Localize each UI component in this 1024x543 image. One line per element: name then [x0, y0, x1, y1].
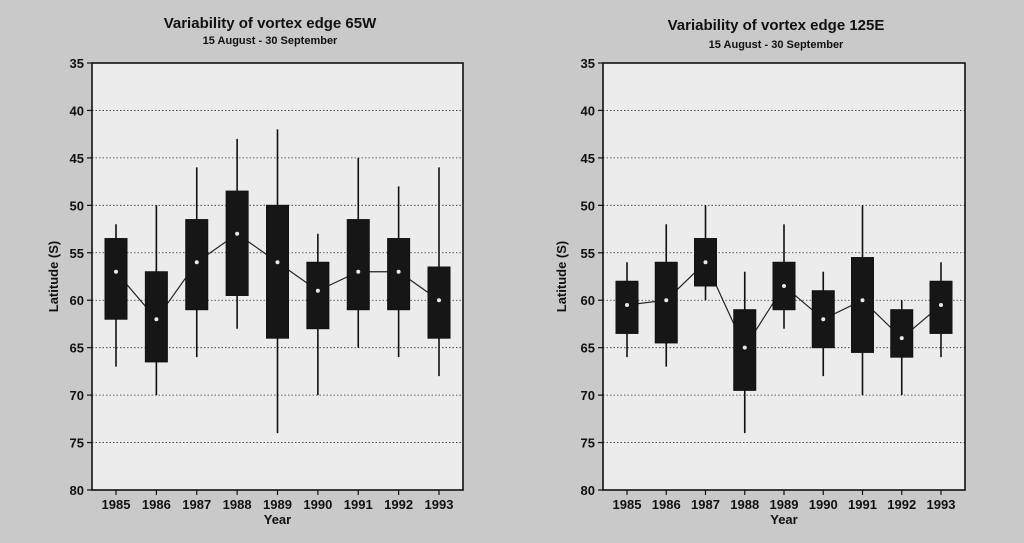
x-tick-label: 1990	[809, 497, 838, 512]
x-tick-label: 1992	[887, 497, 916, 512]
y-tick-label: 60	[70, 293, 84, 308]
y-axis-label: Latitude (S)	[46, 241, 61, 313]
x-tick-label: 1986	[142, 497, 171, 512]
y-tick-label: 55	[581, 246, 595, 261]
box-median-dot	[860, 298, 865, 303]
y-tick-label: 65	[581, 341, 595, 356]
x-axis-label: Year	[264, 512, 291, 527]
box-median-dot	[899, 336, 904, 341]
box-median-dot	[625, 302, 629, 307]
box-median-dot	[664, 298, 669, 303]
y-tick-label: 65	[70, 341, 84, 356]
x-tick-label: 1993	[927, 497, 956, 512]
y-tick-label: 70	[70, 388, 84, 403]
x-tick-label: 1985	[102, 497, 131, 512]
x-tick-label: 1992	[384, 497, 413, 512]
box-median-dot	[356, 269, 361, 274]
box-median-dot	[703, 260, 708, 265]
y-tick-label: 45	[70, 151, 84, 166]
box-median-dot	[742, 345, 747, 350]
x-tick-label: 1986	[652, 497, 681, 512]
y-tick-label: 80	[581, 483, 595, 498]
y-tick-label: 35	[581, 56, 595, 71]
y-tick-label: 80	[70, 483, 84, 498]
box-iqr	[427, 266, 451, 339]
box-median-dot	[396, 269, 401, 274]
x-tick-label: 1991	[344, 497, 373, 512]
box-iqr	[929, 280, 953, 334]
box-median-dot	[437, 298, 441, 303]
y-tick-label: 75	[70, 436, 84, 451]
box-iqr	[346, 219, 370, 311]
x-tick-label: 1987	[182, 497, 211, 512]
box-iqr	[387, 238, 411, 311]
box-median-dot	[275, 260, 280, 265]
x-tick-label: 1988	[730, 497, 759, 512]
box-iqr	[225, 190, 249, 296]
box-iqr	[306, 261, 330, 330]
chart-subtitle: 15 August - 30 September	[203, 35, 338, 47]
box-iqr	[615, 280, 639, 334]
box-iqr	[890, 309, 914, 358]
chart-title: Variability of vortex edge 125E	[668, 17, 885, 34]
box-median-dot	[114, 269, 118, 274]
x-tick-label: 1985	[613, 497, 642, 512]
x-tick-label: 1990	[303, 497, 332, 512]
chart-title: Variability of vortex edge 65W	[164, 15, 377, 32]
y-tick-label: 35	[70, 56, 84, 71]
x-tick-label: 1987	[691, 497, 720, 512]
x-tick-label: 1993	[425, 497, 454, 512]
x-axis-label: Year	[770, 512, 797, 527]
y-axis-label: Latitude (S)	[554, 241, 569, 313]
box-iqr	[733, 309, 757, 391]
y-tick-label: 40	[70, 103, 84, 118]
x-tick-label: 1989	[263, 497, 292, 512]
y-tick-label: 70	[581, 388, 595, 403]
x-tick-label: 1988	[223, 497, 252, 512]
box-median-dot	[315, 288, 320, 293]
x-tick-label: 1991	[848, 497, 877, 512]
y-tick-label: 45	[581, 151, 595, 166]
chart-subtitle: 15 August - 30 September	[709, 39, 844, 51]
x-tick-label: 1989	[770, 497, 799, 512]
y-tick-label: 55	[70, 246, 84, 261]
box-median-dot	[782, 283, 786, 288]
chart-125e: 35 40 45 50 55 60 65 70 75 80 1985 1986 1987 1988 1989…	[554, 17, 966, 527]
box-median-dot	[939, 302, 943, 307]
box-median-dot	[821, 317, 826, 322]
box-median-dot	[154, 317, 159, 322]
y-tick-label: 75	[581, 436, 595, 451]
box-iqr	[266, 204, 289, 339]
y-tick-label: 50	[581, 198, 595, 213]
y-tick-label: 40	[581, 103, 595, 118]
y-tick-label: 50	[70, 198, 84, 213]
box-iqr	[104, 238, 128, 320]
chart-65w: 35 40 45 50 55 60 65 70 75 80 1985 1986 1987 1988 1989…	[46, 15, 464, 527]
box-iqr	[185, 219, 209, 311]
box-median-dot	[235, 231, 240, 236]
box-iqr	[851, 257, 874, 353]
box-iqr	[144, 271, 168, 363]
box-iqr	[654, 261, 678, 344]
y-tick-label: 60	[581, 293, 595, 308]
box-median-dot	[194, 260, 199, 265]
